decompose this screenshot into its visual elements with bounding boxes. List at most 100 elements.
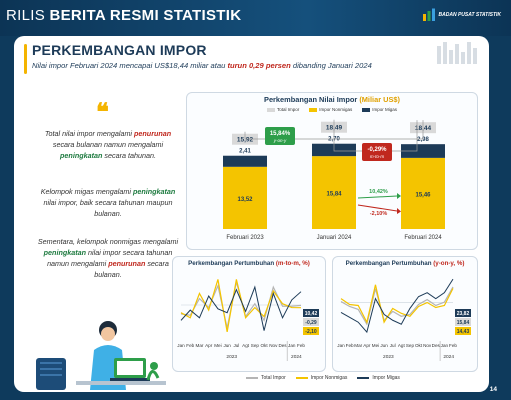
line2-tick-13: Feb <box>449 343 457 348</box>
label-migas-2: 2,98 <box>417 137 429 143</box>
line1-tick-10: Nov <box>269 343 278 348</box>
line1-tick-7: Agt <box>242 343 250 348</box>
line2-end-label-0: 23,82 <box>457 311 470 317</box>
legend-migas-label: Impor Migas <box>372 107 398 112</box>
line1-series-1 <box>180 279 302 332</box>
para1-segment-2: secara bulanan namun mengalami <box>52 140 164 149</box>
bar-chart-title-a: Perkembangan Nilai Impor <box>264 95 360 104</box>
subtitle-text-red: turun 0,29 persen <box>227 61 291 70</box>
yoy-chart-box: Perkembangan Pertumbuhan (y-on-y, %) 23,… <box>332 256 478 372</box>
mtm-badge <box>362 143 392 161</box>
line1-tick-3: Apr <box>205 343 213 348</box>
legend-migas: Impor Migas <box>362 107 397 112</box>
bar-chart-title: Perkembangan Nilai Impor (Miliar US$) <box>187 95 477 104</box>
line-chart-legend: Total Impor Impor Nonmigas Impor Migas <box>246 375 400 381</box>
category-label-1: Januari 2024 <box>317 235 352 241</box>
bar-migas-0 <box>223 155 267 167</box>
line2-end-label-1: 15,84 <box>457 320 470 326</box>
line2-tick-2: Mar <box>354 343 362 348</box>
yoy-title-a: Perkembangan Pertumbuhan <box>345 260 434 267</box>
slide-subtitle: Nilai impor Februari 2024 mencapai US$18… <box>32 61 372 70</box>
bar-nonmigas-1 <box>312 156 356 229</box>
nonmigas-change-label: -2,10% <box>370 211 388 217</box>
para1-segment-3: peningkatan <box>60 151 103 160</box>
line2-tick-7: Agt <box>398 343 406 348</box>
line1-tick-11: Des <box>278 343 287 348</box>
slide-title: PERKEMBANGAN IMPOR <box>32 42 207 58</box>
mtm-chart-box: Perkembangan Pertumbuhan (m-to-m, %) 10,… <box>172 256 326 372</box>
bar-nonmigas-0 <box>223 166 267 229</box>
line2-tick-3: Apr <box>363 343 371 348</box>
decorative-bars-icon <box>437 42 477 64</box>
line1-tick-12: Jan <box>288 343 296 348</box>
yoy-title-b: (y-on-y, %) <box>433 260 465 267</box>
line2-end-box-1 <box>455 318 471 326</box>
legend-nonmigas-label: Impor Nonmigas <box>319 107 353 112</box>
bar-chart-legend: Total Impor Impor Nonmigas Impor Migas <box>187 107 477 112</box>
header-bar: RILIS BERITA RESMI STATISTIK BADAN PUSAT… <box>0 0 511 36</box>
mtm-value: -0,29% <box>367 147 387 153</box>
line2-end-box-0 <box>455 309 471 317</box>
line1-tick-1: Feb <box>186 343 194 348</box>
para2-segment-2: nilai impor, baik secara tahunan maupun … <box>43 198 173 218</box>
mtm-label: m-to-m <box>370 154 384 159</box>
page-number: 14 <box>489 386 497 393</box>
mtm-title-b: (m-to-m, %) <box>275 260 310 267</box>
nonmigas-change-arrowhead <box>397 208 401 214</box>
line2-tick-9: Okt <box>415 343 423 348</box>
line2-tick-8: Sep <box>406 343 415 348</box>
line2-series-1 <box>340 284 454 324</box>
line1-year-1: 2024 <box>291 354 302 360</box>
yoy-value: 15,84% <box>270 131 291 137</box>
line2-tick-12: Jan <box>441 343 449 348</box>
line1-tick-4: Mei <box>214 343 221 348</box>
line1-end-box-0 <box>303 309 319 317</box>
line-legend-migas: Impor Migas <box>357 375 400 381</box>
paragraph-3: Sementara, kelompok nonmigas mengalami p… <box>34 236 182 280</box>
line1-tick-9: Okt <box>260 343 268 348</box>
line2-end-box-2 <box>455 327 471 335</box>
line2-series-2 <box>340 278 454 334</box>
quote-mark-icon: ❝ <box>96 99 109 126</box>
line2-tick-0: Jan <box>337 343 345 348</box>
line2-tick-6: Jul <box>390 343 396 348</box>
label-nonmigas-2: 15,46 <box>415 192 431 198</box>
para3-segment-4: secara bulanan. <box>94 259 169 279</box>
line1-tick-6: Jul <box>233 343 239 348</box>
line-legend-nonmigas-label: Impor Nonmigas <box>310 375 348 381</box>
line2-tick-1: Feb <box>346 343 354 348</box>
line1-tick-0: Jan <box>177 343 185 348</box>
bar-migas-2 <box>401 144 445 158</box>
line1-tick-8: Sep <box>251 343 260 348</box>
line2-tick-10: Nov <box>423 343 432 348</box>
line2-series-0 <box>340 286 454 326</box>
line1-end-label-1: -0,29 <box>305 320 317 326</box>
line1-end-box-2 <box>303 327 319 335</box>
para3-segment-0: Sementara, kelompok nonmigas mengalami <box>37 237 179 246</box>
legend-total-label: Total Impor <box>276 107 300 112</box>
para2-segment-1: peningkatan <box>132 187 176 196</box>
para1-segment-0: Total nilai impor mengalami <box>44 129 135 138</box>
subtitle-text-a: Nilai impor Februari 2024 mencapai US$18… <box>32 61 228 70</box>
header-title-bold: BERITA RESMI STATISTIK <box>49 7 242 24</box>
legend-total: Total Impor <box>266 107 300 112</box>
category-label-0: Februari 2023 <box>226 235 264 241</box>
migas-change-arrow <box>357 195 398 199</box>
para1-segment-1: penurunan <box>134 129 172 138</box>
line-legend-total: Total Impor <box>246 375 286 381</box>
line1-tick-2: Mar <box>196 343 204 348</box>
para3-segment-2: nilai impor secara tahunan namun mengala… <box>47 248 173 268</box>
label-migas-0: 2,41 <box>239 149 251 155</box>
line1-end-box-1 <box>303 318 319 326</box>
label-nonmigas-0: 13,52 <box>237 197 253 203</box>
bar-nonmigas-2 <box>401 157 445 229</box>
line2-tick-4: Mei <box>372 343 379 348</box>
bps-logo-icon <box>422 8 435 21</box>
line2-end-label-2: 14,43 <box>457 329 470 335</box>
line2-tick-5: Jun <box>380 343 388 348</box>
agency-name: BADAN PUSAT STATISTIK <box>438 12 502 18</box>
legend-nonmigas: Impor Nonmigas <box>309 107 352 112</box>
mtm-chart-title: Perkembangan Pertumbuhan (m-to-m, %) <box>173 260 325 267</box>
line2-year-0: 2023 <box>383 354 394 360</box>
